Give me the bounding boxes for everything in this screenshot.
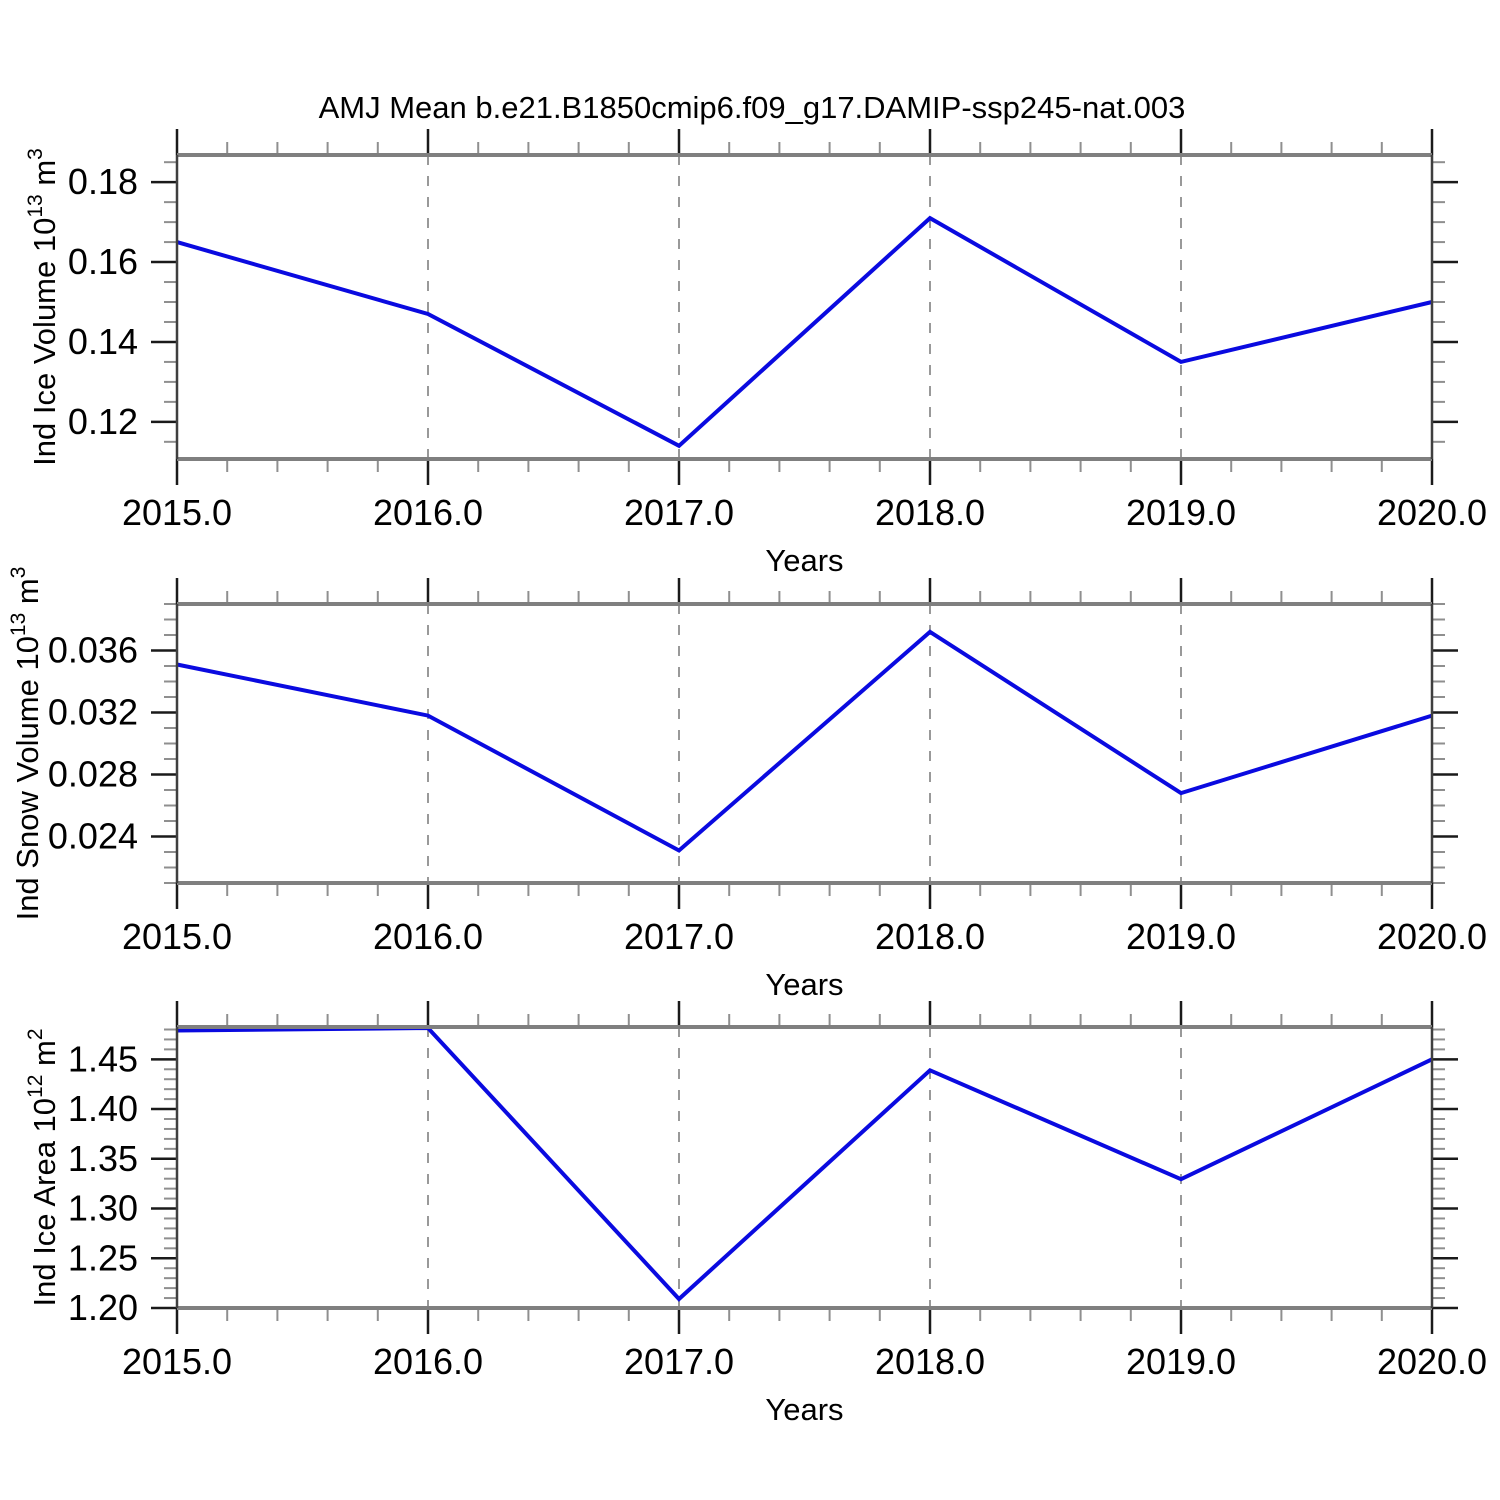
x-axis-title: Years [765, 1392, 843, 1427]
x-tick-label: 2018.0 [875, 916, 985, 957]
y-tick-label: 0.032 [48, 692, 138, 733]
y-tick-label: 0.16 [68, 241, 138, 282]
y-tick-label: 0.024 [48, 816, 138, 857]
x-tick-label: 2017.0 [624, 916, 734, 957]
chart-title: AMJ Mean b.e21.B1850cmip6.f09_g17.DAMIP-… [319, 90, 1186, 125]
y-tick-label: 0.028 [48, 754, 138, 795]
x-tick-label: 2019.0 [1126, 916, 1236, 957]
x-tick-label: 2017.0 [624, 1341, 734, 1382]
x-axis-title: Years [765, 967, 843, 1002]
data-line [176, 629, 1433, 853]
x-tick-label: 2015.0 [122, 916, 232, 957]
y-tick-label: 1.40 [68, 1088, 138, 1129]
y-tick-label: 0.14 [68, 321, 138, 362]
x-tick-label: 2016.0 [373, 1341, 483, 1382]
x-tick-label: 2020.0 [1377, 1341, 1487, 1382]
y-tick-label: 0.18 [68, 161, 138, 202]
panel-1: 0.024 0.028 0.032 0.036 2015.0 2016.0 2017.0 20… [7, 567, 1487, 1002]
panel-0: 0.12 0.14 0.16 0.18 2015.0 2016.0 2017.0 2018.0… [24, 129, 1487, 578]
x-tick-label: 2016.0 [373, 492, 483, 533]
y-axis-title: Ind Ice Area 1012 m2 [24, 1028, 62, 1306]
x-axis-title: Years [765, 543, 843, 578]
x-tick-label: 2016.0 [373, 916, 483, 957]
y-axis-title: Ind Ice Volume 1013 m3 [24, 148, 62, 466]
x-tick-label: 2019.0 [1126, 1341, 1236, 1382]
y-tick-label: 0.036 [48, 630, 138, 671]
x-tick-label: 2015.0 [122, 492, 232, 533]
y-tick-label: 0.12 [68, 401, 138, 442]
y-tick-label: 1.45 [68, 1038, 138, 1079]
x-tick-label: 2020.0 [1377, 492, 1487, 533]
x-tick-label: 2015.0 [122, 1341, 232, 1382]
data-line [176, 1025, 1433, 1302]
x-tick-label: 2017.0 [624, 492, 734, 533]
y-tick-label: 1.20 [68, 1287, 138, 1328]
x-tick-label: 2020.0 [1377, 916, 1487, 957]
y-axis-title: Ind Snow Volume 1013 m3 [7, 567, 45, 921]
y-tick-label: 1.35 [68, 1138, 138, 1179]
x-tick-label: 2018.0 [875, 492, 985, 533]
y-tick-label: 1.30 [68, 1188, 138, 1229]
panel-2: 1.20 1.25 1.30 1.35 1.40 1.45 2015.0 2016.0 2017… [24, 1001, 1487, 1427]
x-tick-label: 2019.0 [1126, 492, 1236, 533]
y-tick-label: 1.25 [68, 1237, 138, 1278]
x-tick-label: 2018.0 [875, 1341, 985, 1382]
data-line [176, 215, 1433, 449]
